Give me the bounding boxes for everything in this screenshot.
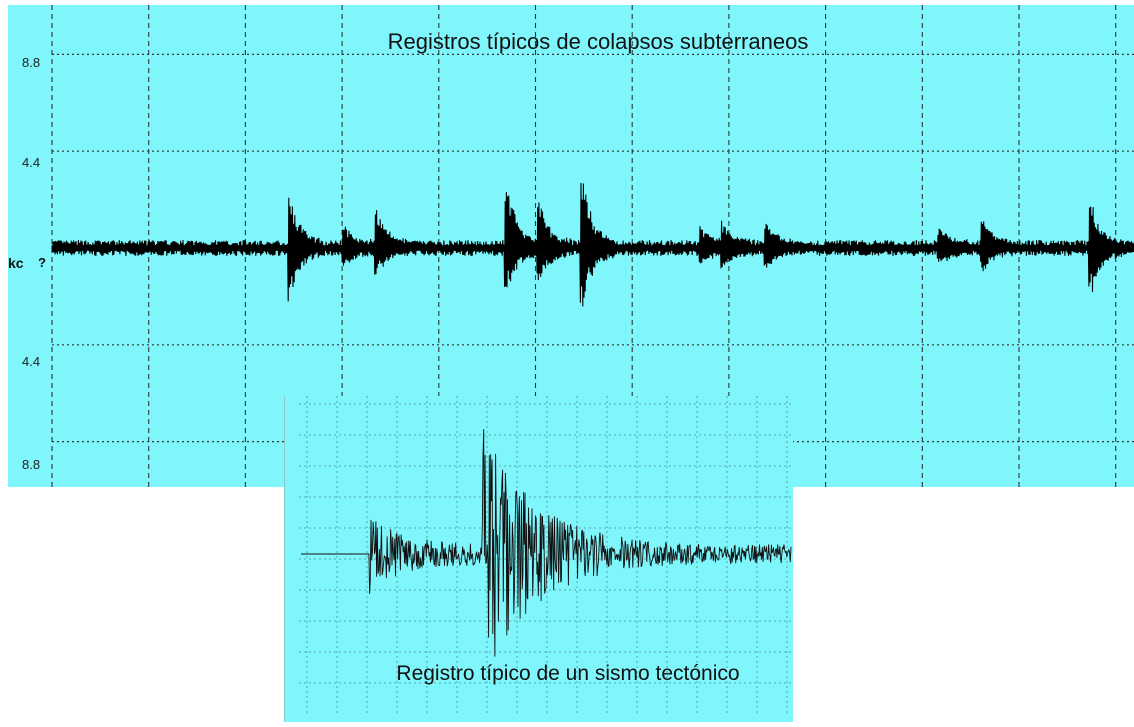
y-axis-label: kc	[8, 255, 24, 271]
main-seismogram-trace	[51, 182, 1134, 307]
ytick-label-upper-4.4: 4.4	[22, 155, 40, 170]
inset-trace-path	[301, 429, 792, 657]
inset-seismogram-trace	[301, 429, 792, 657]
main-chart-title: Registros típicos de colapsos subterrane…	[388, 29, 809, 54]
tectonic-quake-panel: Registro típico de un sismo tectónico	[284, 396, 793, 722]
collapse-records-chart: Registros típicos de colapsos subterrane…	[8, 5, 1134, 487]
main-trace-path	[51, 182, 1134, 307]
ytick-label-lower-4.4: 4.4	[22, 354, 40, 369]
inset-grid	[299, 396, 793, 714]
tectonic-quake-chart: Registro típico de un sismo tectónico	[299, 396, 793, 714]
ytick-label-top-8.8: 8.8	[22, 55, 40, 70]
ytick-label-bottom-8.8: 8.8	[22, 457, 40, 472]
y-axis-marker: ?	[38, 255, 46, 270]
inset-chart-title: Registro típico de un sismo tectónico	[396, 662, 739, 685]
